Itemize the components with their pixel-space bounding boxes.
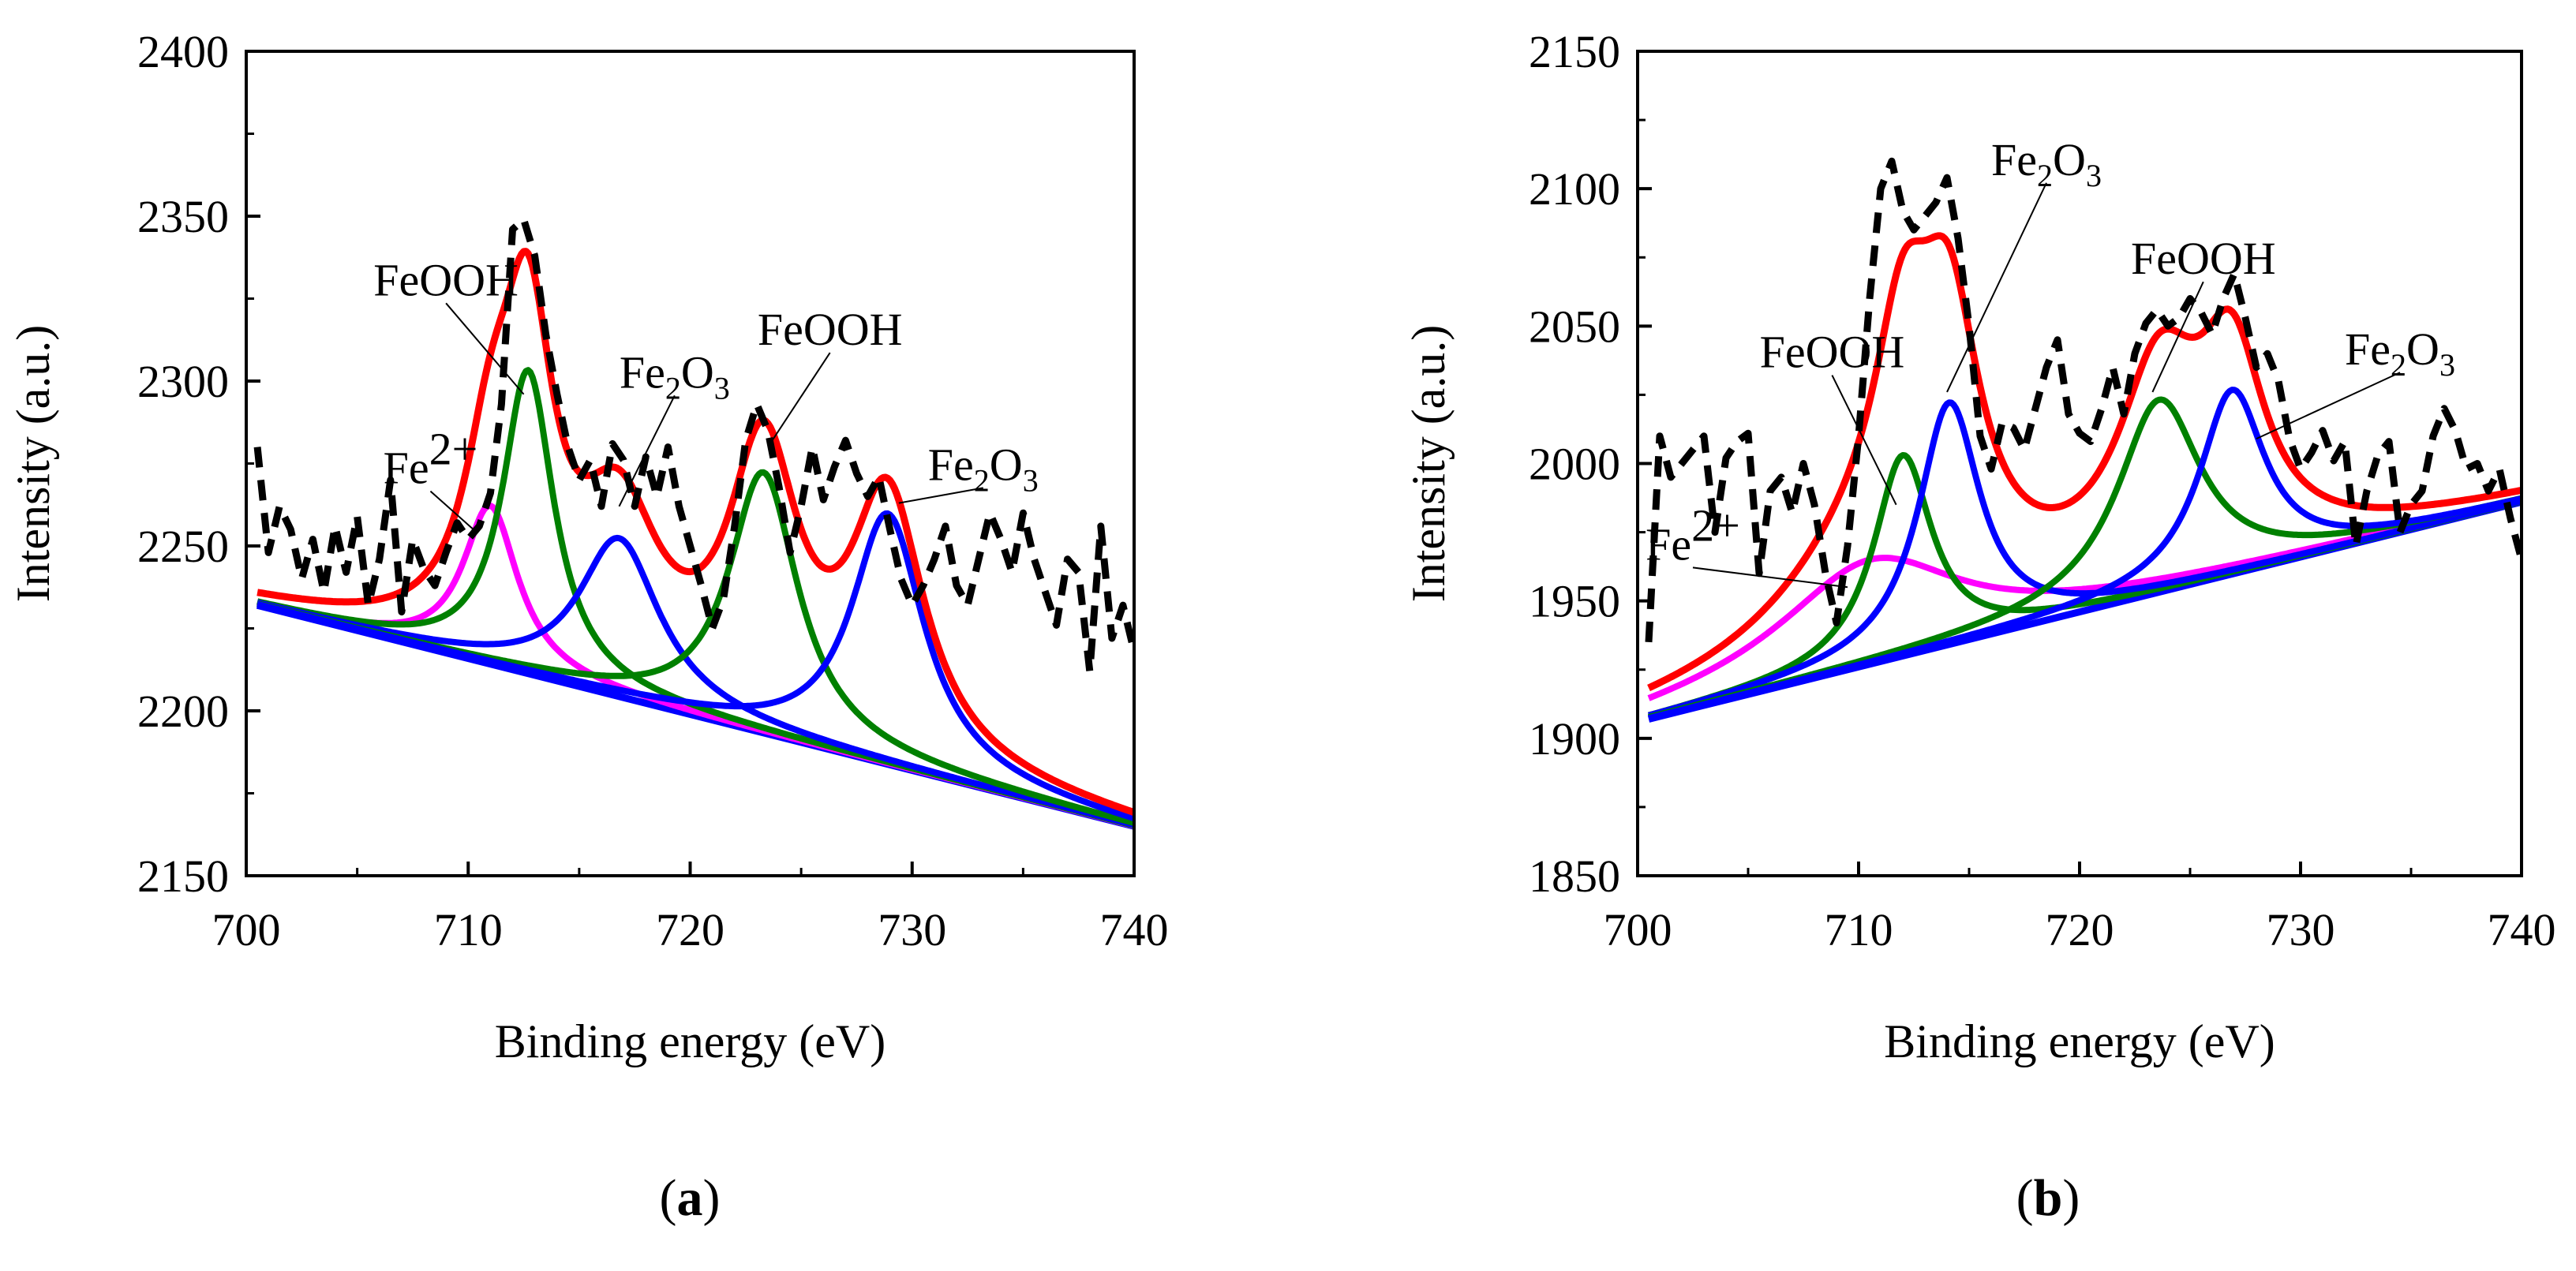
- annotation-1: Fe2+: [384, 424, 478, 534]
- x-tick-label: 720: [2046, 904, 2114, 955]
- x-tick-label: 700: [1604, 904, 1672, 955]
- annotation-2: Fe2O3: [618, 346, 730, 507]
- annotation-label: FeOOH: [373, 254, 519, 305]
- annotation-3: FeOOH: [758, 304, 903, 444]
- x-tick-label: 730: [2267, 904, 2335, 955]
- annotation-leader-line: [1692, 566, 1848, 589]
- x-tick-label: 710: [434, 904, 503, 955]
- y-axis-title: Intensity (a.u.): [7, 325, 59, 603]
- annotation-label: Fe2O3: [620, 346, 730, 406]
- peak-series-fe2o3-2: [1647, 399, 2522, 719]
- peak-series-feooh-3: [256, 469, 1134, 826]
- y-tick-label: 2400: [137, 26, 229, 77]
- chart-panel-a: 700 710 720 730 740 2150 2200 2250 2300 2350 2400 B…: [7, 26, 1169, 1227]
- x-tick-label: 740: [2488, 904, 2556, 955]
- y-tick-label: 2150: [1529, 26, 1620, 77]
- annotation-1: FeOOH: [2131, 233, 2276, 393]
- y-tick-label: 2350: [137, 191, 229, 242]
- annotation-label: Fe2+: [384, 424, 478, 494]
- y-tick-label: 2250: [137, 521, 229, 572]
- y-tick-label: 1850: [1529, 850, 1620, 902]
- panel-label: (b): [2016, 1169, 2080, 1227]
- annotation-leader-line: [618, 394, 676, 507]
- annotation-0: FeOOH: [373, 254, 525, 395]
- x-tick-label: 740: [1100, 904, 1169, 955]
- chart-panel-b: 700 710 720 730 740 1850 1900 1950 2000 2050 2100 2…: [1402, 26, 2556, 1227]
- panel-label: (a): [660, 1169, 721, 1227]
- annotation-label: FeOOH: [2131, 233, 2276, 284]
- annotation-2: FeOOH: [1760, 327, 1905, 506]
- peak-series-fe2o3-4: [256, 510, 1134, 822]
- annotation-leader-line: [1946, 182, 2047, 393]
- annotation-leader-line: [445, 302, 525, 395]
- x-tick-label: 700: [212, 904, 281, 955]
- y-tick-label: 1900: [1529, 713, 1620, 764]
- annotation-label: Fe2O3: [928, 439, 1039, 498]
- y-tick-label: 2150: [137, 850, 229, 902]
- y-tick-label: 2300: [137, 356, 229, 407]
- annotation-leader-line: [898, 487, 983, 504]
- peak-series-fe2o3-4: [1647, 387, 2522, 722]
- x-axis-title: Binding energy (eV): [495, 1015, 886, 1067]
- annotation-leader-line: [429, 490, 478, 534]
- annotation-label: Fe2O3: [2345, 323, 2455, 383]
- x-tick-label: 730: [878, 904, 946, 955]
- y-tick-label: 2200: [137, 686, 229, 737]
- annotation-leader-line: [2151, 281, 2204, 393]
- peak-series-fe2o3-2: [256, 534, 1134, 828]
- y-axis-title: Intensity (a.u.): [1402, 325, 1455, 603]
- y-tick-label: 2100: [1529, 163, 1620, 215]
- plot-area: [253, 215, 1134, 830]
- y-tick-label: 2050: [1529, 301, 1620, 352]
- annotation-label: Fe2+: [1646, 499, 1740, 570]
- annotation-label: FeOOH: [758, 304, 903, 355]
- envelope-series: [1647, 232, 2522, 692]
- raw-data-series: [253, 215, 1134, 675]
- annotation-label: Fe2O3: [1991, 134, 2102, 193]
- annotation-leader-line: [2256, 372, 2401, 440]
- y-tick-label: 2000: [1529, 439, 1620, 490]
- annotation-leader-line: [1831, 375, 1897, 506]
- annotation-label: FeOOH: [1760, 327, 1905, 378]
- x-tick-label: 720: [656, 904, 724, 955]
- x-tick-label: 710: [1825, 904, 1893, 955]
- plot-area: [1645, 157, 2522, 723]
- annotation-4: Fe2O3: [898, 439, 1039, 504]
- annotation-3: Fe2O3: [2256, 323, 2455, 440]
- annotation-leader-line: [769, 352, 831, 444]
- raw-data-series: [1645, 157, 2522, 643]
- x-axis-title: Binding energy (eV): [1884, 1015, 2275, 1067]
- y-tick-label: 1950: [1529, 576, 1620, 627]
- envelope-series: [256, 248, 1134, 817]
- annotation-4: Fe2+: [1646, 499, 1848, 589]
- annotation-0: Fe2O3: [1946, 134, 2102, 393]
